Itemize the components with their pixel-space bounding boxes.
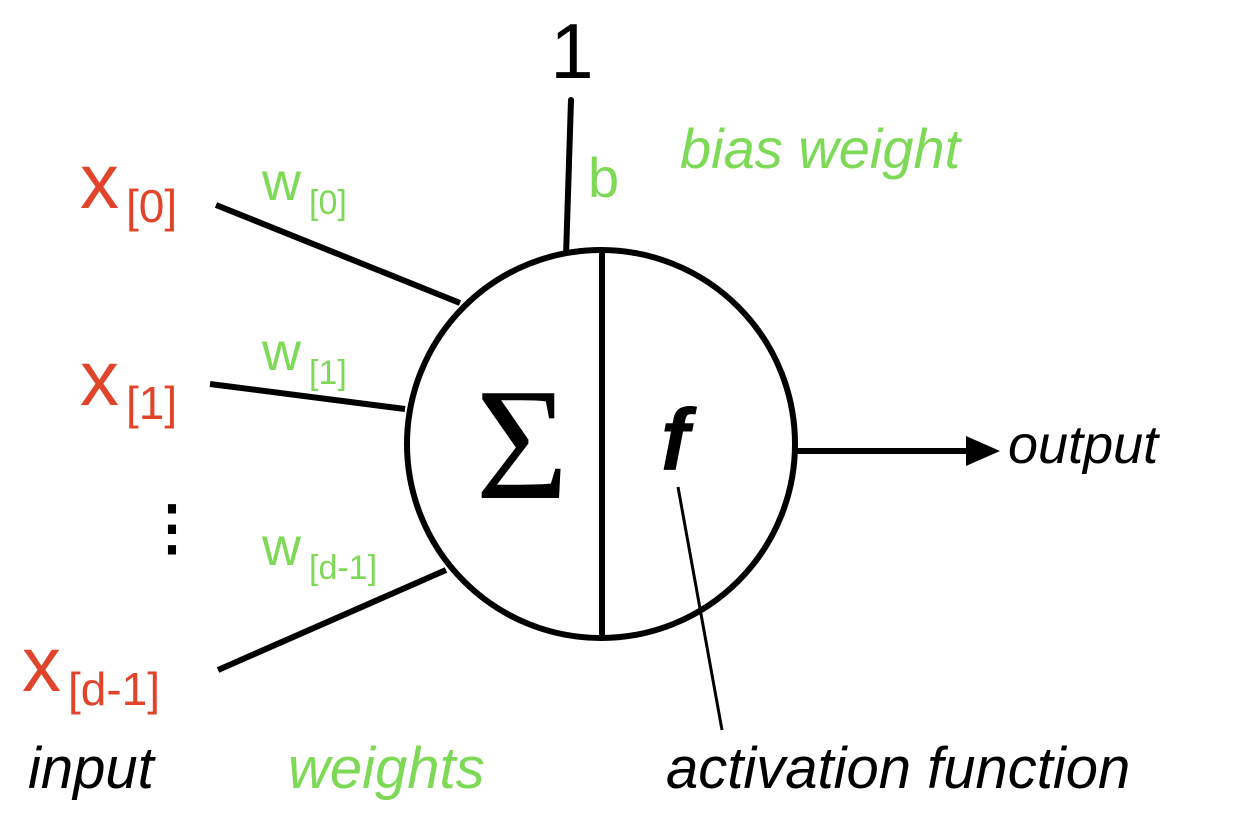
weight-w-0-index: [0] xyxy=(309,184,347,222)
input-x-1: x [1] xyxy=(80,334,177,429)
input-x-d-1-index: [d-1] xyxy=(68,663,160,715)
input-0-line xyxy=(214,202,462,306)
sum-symbol: Σ xyxy=(475,355,568,533)
weight-w-d-1: w [d-1] xyxy=(261,517,377,587)
output-arrowhead xyxy=(966,436,1000,466)
output-label: output xyxy=(1008,415,1160,475)
weight-w-1-index: [1] xyxy=(309,354,347,392)
bias-value: 1 xyxy=(550,7,593,95)
weight-w-1-base: w xyxy=(261,322,302,382)
activation-pointer-line xyxy=(676,486,724,731)
bias-weight-label: b xyxy=(588,146,619,209)
input-caption: input xyxy=(28,736,157,801)
bias-weight-caption: bias weight xyxy=(680,117,963,180)
weights-caption: weights xyxy=(288,736,485,801)
input-1-line xyxy=(209,381,406,412)
weight-w-d-1-base: w xyxy=(261,517,302,577)
input-x-0: x [0] xyxy=(80,137,177,232)
input-x-0-base: x xyxy=(80,137,119,225)
weight-w-1: w [1] xyxy=(261,322,347,392)
input-x-d-1: x [d-1] xyxy=(22,620,160,715)
input-d-1-line xyxy=(216,567,448,673)
input-x-1-index: [1] xyxy=(126,377,177,429)
weight-w-0-base: w xyxy=(261,152,302,212)
activation-function-caption: activation function xyxy=(666,736,1130,801)
input-x-1-base: x xyxy=(80,334,119,422)
weight-w-d-1-index: [d-1] xyxy=(309,549,377,587)
input-x-d-1-base: x xyxy=(22,620,61,708)
weight-w-0: w [0] xyxy=(261,152,347,222)
inputs-ellipsis: ⋮ xyxy=(142,494,202,561)
input-x-0-index: [0] xyxy=(126,180,177,232)
bias-line xyxy=(563,97,574,259)
